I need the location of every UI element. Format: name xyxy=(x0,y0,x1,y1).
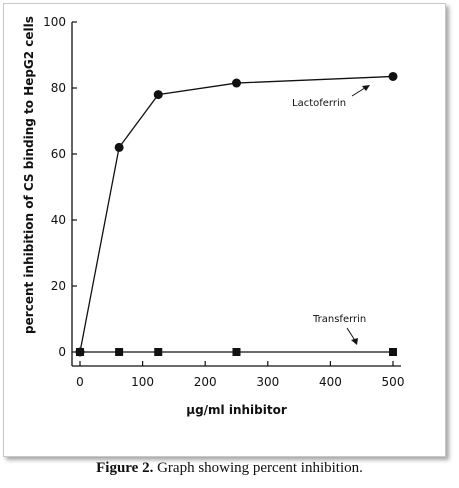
axes: 0 20 40 60 80 100 0 100 200 300 400 500 xyxy=(43,15,404,389)
series-layer xyxy=(75,71,398,357)
y-tick-label: 80 xyxy=(51,81,66,95)
data-point-transferrin xyxy=(389,348,397,356)
y-tick-label: 40 xyxy=(51,213,66,227)
transferrin-arrowhead xyxy=(351,338,358,345)
caption-label: Figure 2. xyxy=(96,460,154,476)
y-tick-label: 20 xyxy=(51,279,66,293)
data-point-lactoferrin xyxy=(153,90,163,100)
data-point-lactoferrin xyxy=(388,71,398,81)
y-tick-label: 0 xyxy=(58,345,66,359)
y-tick-label: 60 xyxy=(51,147,66,161)
x-tick-label: 100 xyxy=(131,375,154,389)
series-label-lactoferrin: Lactoferrin xyxy=(292,98,346,109)
x-tick-label: 500 xyxy=(382,375,405,389)
data-point-transferrin xyxy=(115,348,124,356)
series-line-lactoferrin xyxy=(79,75,394,353)
data-point-lactoferrin xyxy=(114,142,124,152)
figure-frame xyxy=(3,3,446,457)
x-axis-title: µg/ml inhibitor xyxy=(186,403,287,417)
data-point-lactoferrin xyxy=(232,78,241,88)
x-tick-label: 400 xyxy=(319,375,342,389)
x-tick-label: 300 xyxy=(256,375,279,389)
y-tick-label: 100 xyxy=(43,15,66,29)
data-point-transferrin xyxy=(232,348,241,356)
data-point-transferrin xyxy=(154,348,163,356)
x-tick-label: 0 xyxy=(76,375,84,389)
lactoferrin-arrowhead xyxy=(362,85,370,91)
figure-caption: Figure 2. Graph showing percent inhibiti… xyxy=(0,460,459,477)
caption-text: Graph showing percent inhibition. xyxy=(153,460,363,476)
y-axis-title: percent inhibition of CS binding to HepG… xyxy=(22,16,36,334)
series-label-transferrin: Transferrin xyxy=(312,314,366,325)
x-tick-label: 200 xyxy=(194,375,217,389)
data-point-transferrin xyxy=(76,348,84,356)
